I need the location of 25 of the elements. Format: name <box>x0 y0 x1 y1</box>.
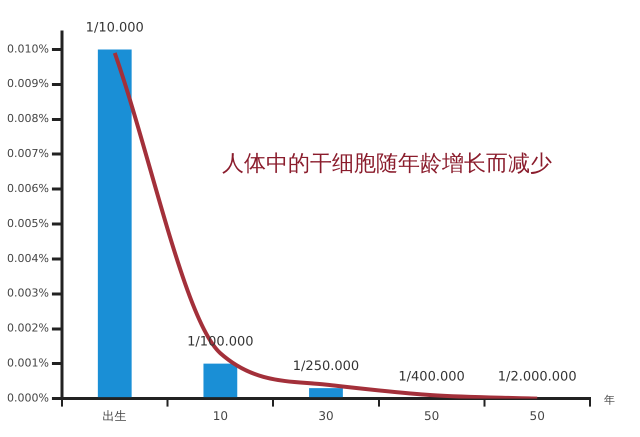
x-tick-label: 50 <box>530 408 545 423</box>
y-tick-label: 0.004% <box>6 252 49 265</box>
y-tick-label: 0.007% <box>6 147 49 160</box>
data-label: 1/400.000 <box>398 370 465 385</box>
y-tick-label: 0.006% <box>6 182 49 195</box>
y-tick-label: 0.005% <box>6 216 49 230</box>
data-label: 1/10.000 <box>86 20 144 36</box>
bar <box>309 388 343 398</box>
bar <box>203 364 238 398</box>
bar <box>98 49 132 398</box>
x-tick-label: 10 <box>212 408 228 423</box>
x-axis-title: 年 <box>604 393 615 406</box>
x-tick-label: 出生 <box>102 408 127 423</box>
y-tick-label: 0.000% <box>6 391 49 404</box>
y-tick-label: 0.001% <box>6 356 49 370</box>
x-tick-label: 30 <box>318 408 334 423</box>
y-tick-label: 0.010% <box>6 42 49 56</box>
annotation: 人体中的干细胞随年龄增长而减少 <box>222 152 552 177</box>
x-tick-label: 50 <box>424 408 440 423</box>
y-tick-label: 0.002% <box>6 322 49 335</box>
y-tick-label: 0.003% <box>6 286 49 300</box>
y-tick-label: 0.008% <box>6 112 49 126</box>
data-label: 1/250.000 <box>292 359 360 374</box>
y-tick-label: 0.009% <box>6 77 49 90</box>
data-label: 1/2.000.000 <box>498 370 577 385</box>
